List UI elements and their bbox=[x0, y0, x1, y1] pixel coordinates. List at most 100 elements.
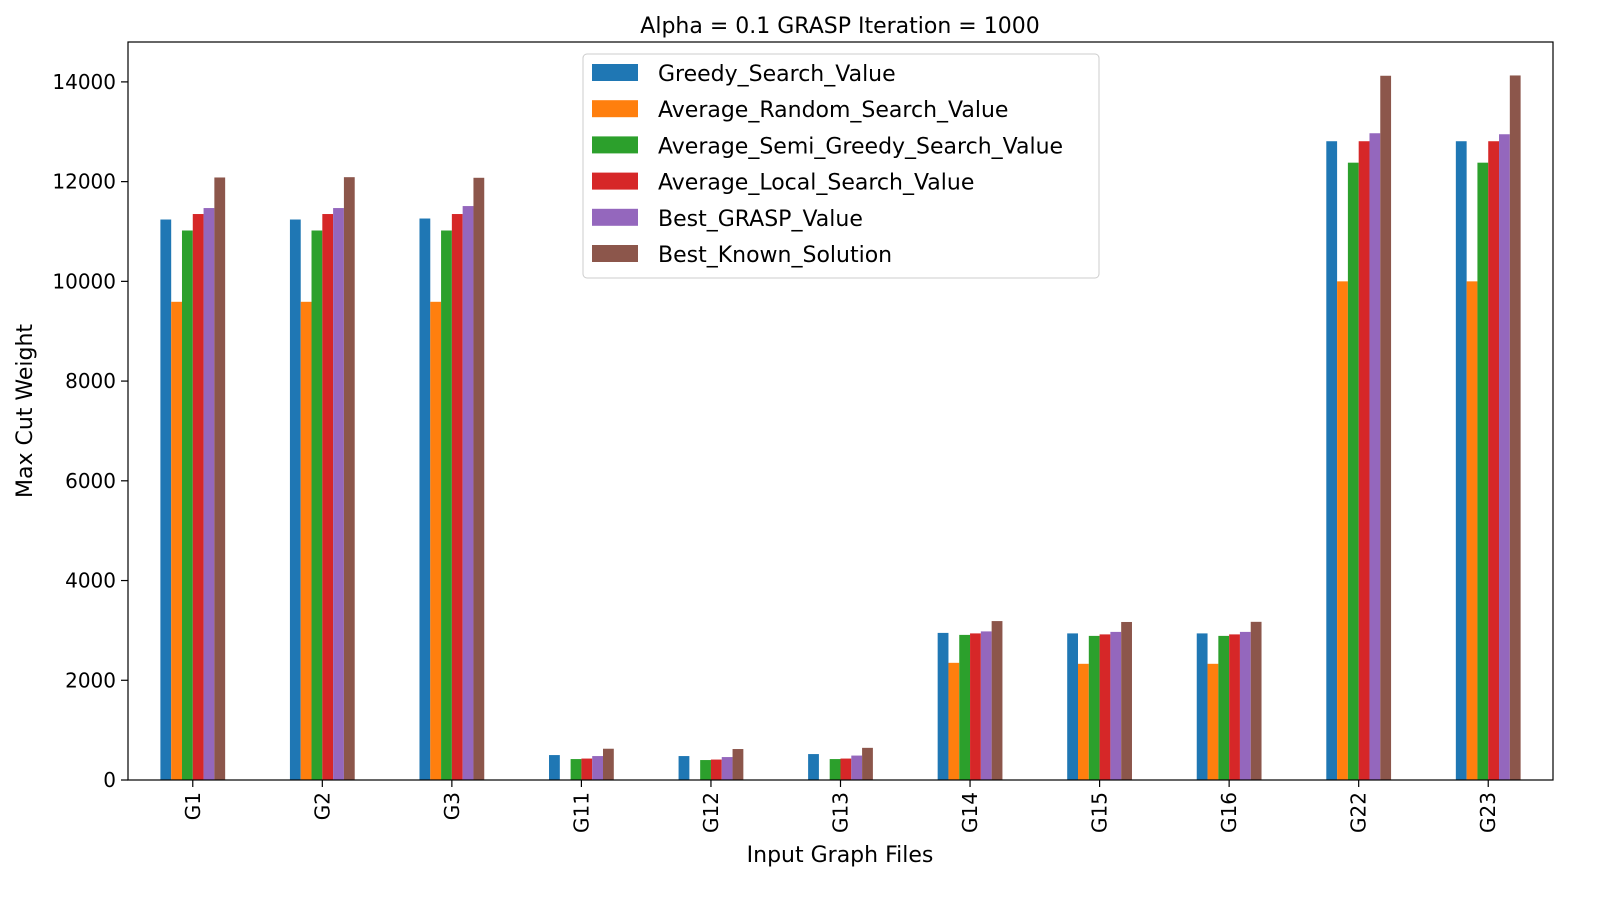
bar-G2-Greedy_Search_Value bbox=[289, 219, 301, 780]
x-tick-label-G16: G16 bbox=[1217, 792, 1241, 833]
x-axis: G1 G2 G3 G11 G12 G13 G14 G15 G16 G22 G23 bbox=[181, 780, 1500, 833]
bar-G16-Greedy_Search_Value bbox=[1196, 633, 1208, 780]
bar-G15-Greedy_Search_Value bbox=[1067, 633, 1078, 780]
legend-label: Best_GRASP_Value bbox=[658, 207, 863, 232]
legend-label: Best_Known_Solution bbox=[658, 243, 892, 268]
series-Best_Known_Solution bbox=[214, 75, 1521, 781]
legend-label: Average_Random_Search_Value bbox=[658, 98, 1008, 123]
bar-G3-Best_GRASP_Value bbox=[462, 206, 474, 780]
legend-label: Average_Local_Search_Value bbox=[658, 171, 974, 196]
y-tick-label: 0 bbox=[103, 768, 116, 792]
x-tick-label-G1: G1 bbox=[181, 792, 205, 820]
bar-G13-Greedy_Search_Value bbox=[808, 754, 819, 780]
bar-G12-Greedy_Search_Value bbox=[678, 756, 690, 780]
y-tick-label: 2000 bbox=[65, 668, 116, 692]
bar-G1-Average_Semi_Greedy_Search_Value bbox=[181, 230, 193, 781]
legend-swatch bbox=[592, 245, 638, 262]
bar-G12-Average_Semi_Greedy_Search_Value bbox=[700, 760, 711, 780]
x-tick-label-G12: G12 bbox=[699, 792, 723, 833]
bar-G2-Best_Known_Solution bbox=[343, 177, 355, 780]
bar-G13-Best_GRASP_Value bbox=[851, 755, 863, 780]
bar-G3-Average_Local_Search_Value bbox=[451, 214, 463, 780]
y-tick-label: 10000 bbox=[52, 269, 116, 293]
bar-G14-Average_Random_Search_Value bbox=[948, 662, 960, 780]
series-Best_GRASP_Value bbox=[203, 133, 1510, 781]
y-axis: 0 2000 4000 6000 8000 10000 12000 14000 bbox=[52, 70, 128, 792]
x-tick-label-G14: G14 bbox=[958, 792, 982, 833]
bar-G12-Best_GRASP_Value bbox=[721, 757, 733, 780]
x-axis-title: Input Graph Files bbox=[747, 843, 934, 868]
bar-G2-Best_GRASP_Value bbox=[333, 208, 344, 781]
x-tick-label-G3: G3 bbox=[440, 792, 464, 820]
bar-G12-Average_Local_Search_Value bbox=[710, 759, 722, 780]
bar-G13-Average_Semi_Greedy_Search_Value bbox=[829, 759, 841, 780]
y-tick-label: 12000 bbox=[52, 170, 116, 194]
bar-G16-Best_GRASP_Value bbox=[1239, 631, 1251, 780]
bar-G22-Best_Known_Solution bbox=[1380, 75, 1392, 780]
legend: Greedy_Search_Value Average_Random_Search… bbox=[582, 53, 1100, 279]
bar-G16-Average_Semi_Greedy_Search_Value bbox=[1218, 635, 1230, 780]
bar-G22-Average_Semi_Greedy_Search_Value bbox=[1347, 162, 1359, 781]
bar-G1-Best_Known_Solution bbox=[214, 177, 226, 781]
bar-G14-Average_Local_Search_Value bbox=[970, 633, 981, 780]
bar-G23-Best_GRASP_Value bbox=[1499, 134, 1510, 780]
bar-G2-Average_Local_Search_Value bbox=[322, 214, 334, 780]
bar-G1-Best_GRASP_Value bbox=[203, 208, 215, 781]
bar-G11-Average_Local_Search_Value bbox=[581, 758, 593, 780]
y-tick-label: 4000 bbox=[65, 569, 116, 593]
legend-box bbox=[582, 53, 1100, 279]
bar-G15-Best_GRASP_Value bbox=[1110, 631, 1122, 780]
x-tick-label-G23: G23 bbox=[1476, 792, 1500, 833]
bar-G15-Best_Known_Solution bbox=[1121, 621, 1132, 780]
y-tick-label: 8000 bbox=[65, 369, 116, 393]
bar-G1-Greedy_Search_Value bbox=[160, 219, 172, 780]
bars-layer bbox=[160, 75, 1521, 781]
bar-G15-Average_Semi_Greedy_Search_Value bbox=[1088, 635, 1100, 780]
x-tick-label-G11: G11 bbox=[569, 792, 593, 833]
bar-G1-Average_Random_Search_Value bbox=[171, 301, 182, 780]
chart-title: Alpha = 0.1 GRASP Iteration = 1000 bbox=[640, 14, 1039, 39]
bar-G13-Average_Local_Search_Value bbox=[840, 758, 852, 780]
bar-G23-Average_Semi_Greedy_Search_Value bbox=[1477, 162, 1489, 781]
bar-G23-Average_Random_Search_Value bbox=[1466, 281, 1478, 780]
legend-label: Average_Semi_Greedy_Search_Value bbox=[658, 134, 1063, 159]
x-tick-label-G2: G2 bbox=[310, 792, 334, 820]
bar-G14-Best_GRASP_Value bbox=[980, 631, 992, 780]
bar-G15-Average_Random_Search_Value bbox=[1078, 663, 1089, 780]
bar-G16-Average_Random_Search_Value bbox=[1207, 663, 1219, 780]
legend-item: Best_GRASP_Value bbox=[592, 207, 863, 232]
bar-G11-Average_Semi_Greedy_Search_Value bbox=[570, 759, 582, 780]
x-tick-label-G15: G15 bbox=[1088, 792, 1112, 833]
bar-G11-Best_GRASP_Value bbox=[592, 756, 603, 780]
bar-G11-Greedy_Search_Value bbox=[549, 755, 560, 780]
bar-G14-Average_Semi_Greedy_Search_Value bbox=[959, 634, 971, 780]
x-tick-label-G13: G13 bbox=[829, 792, 853, 833]
y-tick-label: 6000 bbox=[65, 469, 116, 493]
y-tick-label: 14000 bbox=[52, 70, 116, 94]
bar-G15-Average_Local_Search_Value bbox=[1099, 634, 1111, 780]
bar-G16-Best_Known_Solution bbox=[1250, 621, 1262, 780]
bar-G3-Best_Known_Solution bbox=[473, 177, 485, 780]
bar-G23-Best_Known_Solution bbox=[1509, 75, 1521, 780]
bar-G22-Greedy_Search_Value bbox=[1326, 141, 1338, 781]
legend-item: Best_Known_Solution bbox=[592, 243, 892, 268]
legend-item: Greedy_Search_Value bbox=[592, 62, 896, 87]
legend-item: Average_Random_Search_Value bbox=[592, 98, 1008, 123]
legend-item: Average_Local_Search_Value bbox=[592, 171, 974, 196]
legend-swatch bbox=[592, 136, 638, 154]
bar-G22-Average_Random_Search_Value bbox=[1337, 281, 1348, 780]
bar-G2-Average_Random_Search_Value bbox=[300, 301, 312, 780]
series-Average_Semi_Greedy_Search_Value bbox=[181, 162, 1489, 781]
legend-item: Average_Semi_Greedy_Search_Value bbox=[592, 134, 1063, 159]
bar-G3-Average_Semi_Greedy_Search_Value bbox=[441, 230, 452, 781]
legend-swatch bbox=[592, 64, 638, 81]
bar-G11-Best_Known_Solution bbox=[603, 748, 614, 780]
series-Greedy_Search_Value bbox=[160, 141, 1467, 781]
series-Average_Random_Search_Value bbox=[171, 281, 1478, 780]
bar-G16-Average_Local_Search_Value bbox=[1229, 634, 1240, 780]
series-Average_Local_Search_Value bbox=[192, 141, 1500, 781]
bar-G2-Average_Semi_Greedy_Search_Value bbox=[311, 230, 323, 781]
bar-G23-Greedy_Search_Value bbox=[1455, 141, 1467, 781]
